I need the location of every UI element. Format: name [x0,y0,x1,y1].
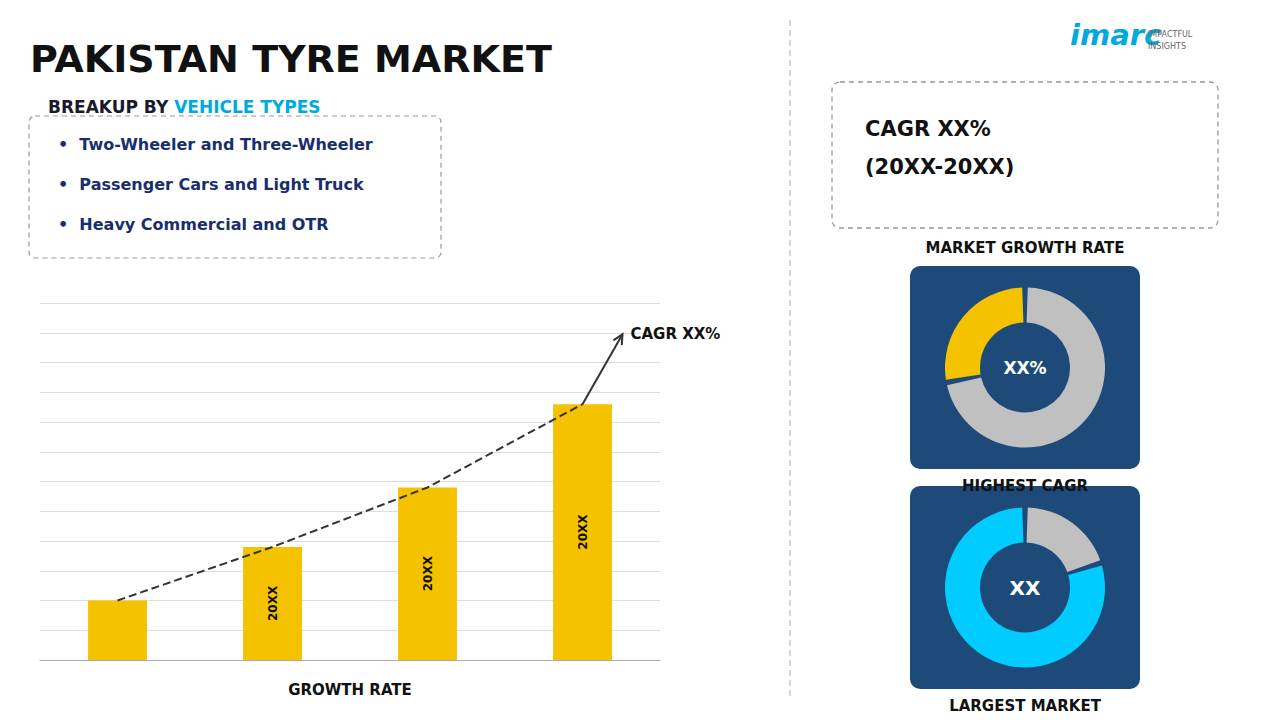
svg-text:• Heavy Commercial and OTR: • Heavy Commercial and OTR [58,215,329,234]
svg-text:XX%: XX% [1003,358,1046,378]
svg-text:HIGHEST CAGR: HIGHEST CAGR [962,477,1088,495]
svg-text:IMPACTFUL: IMPACTFUL [1148,30,1193,39]
svg-text:LARGEST MARKET: LARGEST MARKET [949,697,1101,715]
svg-text:MARKET GROWTH RATE: MARKET GROWTH RATE [925,239,1124,257]
svg-text:imarc: imarc [1070,17,1162,52]
svg-text:20XX: 20XX [266,585,280,621]
svg-text:VEHICLE TYPES: VEHICLE TYPES [174,97,320,117]
svg-text:• Passenger Cars and Light Tr: • Passenger Cars and Light Truck [58,175,364,194]
svg-text:PAKISTAN TYRE MARKET: PAKISTAN TYRE MARKET [30,37,552,81]
svg-text:XX: XX [1010,576,1041,600]
svg-text:INSIGHTS: INSIGHTS [1148,42,1186,51]
svg-text:• Two-Wheeler and Three-Wheel: • Two-Wheeler and Three-Wheeler [58,135,373,154]
svg-text:CAGR XX%: CAGR XX% [865,117,991,141]
svg-text:GROWTH RATE: GROWTH RATE [288,681,412,699]
svg-text:BREAKUP BY: BREAKUP BY [48,97,174,117]
svg-text:20XX: 20XX [421,555,435,591]
svg-text:20XX: 20XX [576,514,590,550]
svg-text:CAGR XX%: CAGR XX% [631,325,721,343]
svg-text:(20XX-20XX): (20XX-20XX) [865,155,1014,179]
